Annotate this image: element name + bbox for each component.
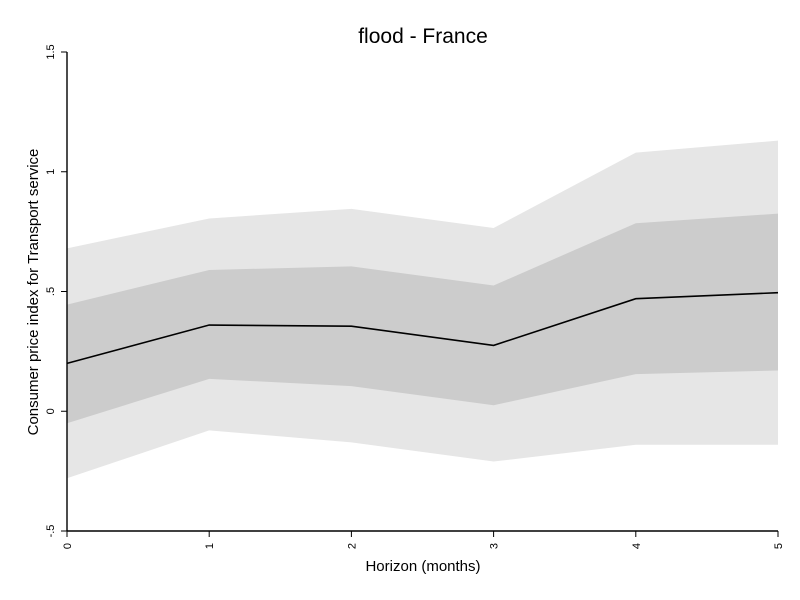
x-tick-label: 2: [346, 543, 358, 549]
x-tick-label: 0: [62, 543, 74, 549]
x-axis-label: Horizon (months): [365, 558, 480, 575]
x-tick-label: 5: [773, 543, 785, 549]
x-tick-label: 4: [631, 543, 643, 549]
y-tick-label: -.5: [45, 525, 57, 538]
y-tick-label: 1: [45, 169, 57, 175]
chart-title: flood - France: [358, 25, 488, 48]
x-tick-label: 3: [489, 543, 501, 549]
series-lines: [66, 291, 779, 365]
y-axis-label: Consumer price index for Transport servi…: [25, 149, 42, 436]
inner-confidence-band: [67, 213, 778, 424]
y-tick-label: 0: [45, 408, 57, 414]
ticks: -.5 0 .5 1 1.5 0 1 2 3 4 5: [45, 44, 785, 549]
confidence-bands: [67, 140, 778, 479]
y-tick-label: .5: [45, 287, 57, 296]
x-tick-label: 1: [204, 543, 216, 549]
y-tick-label: 1.5: [45, 44, 57, 59]
series-line: [66, 291, 779, 365]
